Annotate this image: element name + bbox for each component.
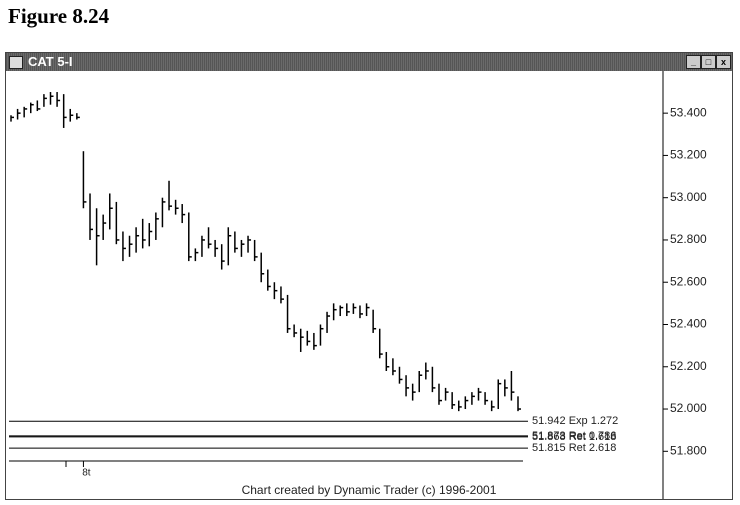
close-button[interactable]: x xyxy=(716,55,731,69)
title-bar: CAT 5-I _ □ x xyxy=(6,53,732,71)
minimize-button[interactable]: _ xyxy=(686,55,701,69)
y-tick-label: 53.000 xyxy=(670,190,707,204)
level-label: 51.815 Ret 2.618 xyxy=(532,442,616,454)
maximize-button[interactable]: □ xyxy=(701,55,716,69)
y-tick-label: 52.800 xyxy=(670,232,707,246)
level-label: 51.868 Ret 1.618 xyxy=(532,431,616,443)
window-title: CAT 5-I xyxy=(28,54,73,69)
level-label: 51.942 Exp 1.272 xyxy=(532,415,618,427)
y-tick-label: 53.200 xyxy=(670,148,707,162)
y-tick-label: 52.000 xyxy=(670,401,707,415)
figure-title: Figure 8.24 xyxy=(8,4,110,28)
x-tick-label: 8t xyxy=(82,468,91,479)
y-tick-label: 52.400 xyxy=(670,317,707,331)
y-tick-label: 51.800 xyxy=(670,443,707,457)
level-label: 51.873 Ret 0.786 xyxy=(532,430,616,442)
window-icon xyxy=(9,56,23,69)
footer: Chart created by Dynamic Trader (c) 1996… xyxy=(242,483,497,497)
y-tick-label: 52.200 xyxy=(670,359,707,373)
y-tick-label: 52.600 xyxy=(670,274,707,288)
y-tick-label: 53.400 xyxy=(670,105,707,119)
chart-window: CAT 5-I _ □ x Chart created by Dynamic T… xyxy=(5,52,733,500)
chart: Chart created by Dynamic Trader (c) 1996… xyxy=(9,71,707,499)
